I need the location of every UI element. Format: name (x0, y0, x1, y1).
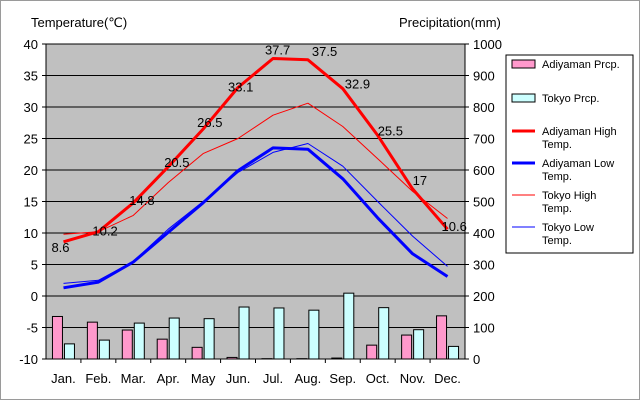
bar-adiyaman-prcp (87, 322, 97, 359)
left-tick-label: 15 (24, 195, 38, 210)
left-tick-label: 35 (24, 69, 38, 84)
legend-label: Tokyo Low (542, 222, 594, 234)
legend-label: Adiyaman Low (542, 158, 614, 170)
x-tick-label: Nov. (400, 371, 426, 386)
left-tick-label: -5 (26, 321, 38, 336)
legend-label: Temp. (542, 139, 572, 151)
right-tick-label: 800 (473, 100, 495, 115)
data-label-adiyaman-high: 10.2 (92, 224, 117, 239)
bar-adiyaman-prcp (122, 330, 132, 359)
data-label-adiyaman-high: 37.7 (265, 42, 290, 57)
bar-adiyaman-prcp (157, 339, 167, 359)
data-label-adiyaman-high: 33.1 (228, 79, 253, 94)
bar-adiyaman-prcp (402, 335, 412, 359)
bar-tokyo-prcp (169, 318, 179, 359)
x-tick-label: Apr. (157, 371, 180, 386)
legend-label: Temp. (542, 203, 572, 215)
data-label-adiyaman-high: 25.5 (378, 123, 403, 138)
bar-adiyaman-prcp (367, 345, 377, 359)
left-tick-label: -10 (19, 352, 38, 367)
left-tick-label: 30 (24, 100, 38, 115)
data-label-adiyaman-high: 20.5 (164, 155, 189, 170)
right-tick-label: 300 (473, 258, 495, 273)
right-tick-label: 400 (473, 226, 495, 241)
data-label-adiyaman-high: 37.5 (312, 44, 337, 59)
legend-label: Temp. (542, 171, 572, 183)
left-tick-label: 10 (24, 226, 38, 241)
bar-adiyaman-prcp (192, 347, 202, 359)
bar-tokyo-prcp (204, 319, 214, 359)
bar-tokyo-prcp (379, 308, 389, 359)
x-tick-label: Feb. (85, 371, 111, 386)
data-label-adiyaman-high: 14.8 (129, 193, 154, 208)
data-label-adiyaman-high: 17 (413, 173, 427, 188)
right-tick-label: 0 (473, 352, 480, 367)
right-tick-label: 1000 (473, 37, 502, 52)
bar-tokyo-prcp (274, 308, 284, 359)
left-tick-label: 0 (31, 289, 38, 304)
bar-tokyo-prcp (309, 310, 319, 359)
left-tick-label: 20 (24, 163, 38, 178)
bar-tokyo-prcp (414, 330, 424, 359)
bar-tokyo-prcp (449, 346, 459, 359)
legend-label: Tokyo Prcp. (542, 93, 599, 105)
data-label-adiyaman-high: 8.6 (51, 240, 69, 255)
data-label-adiyaman-high: 26.5 (197, 115, 222, 130)
bar-tokyo-prcp (134, 323, 144, 359)
bar-tokyo-prcp (64, 344, 74, 359)
data-label-adiyaman-high: 10.6 (442, 219, 467, 234)
x-tick-label: Aug. (295, 371, 322, 386)
right-axis-ticks: 0 100 200 300 400 500 600 700 800 900 1000 (465, 37, 502, 367)
legend-swatch (512, 94, 535, 102)
legend-label: Adiyaman High (542, 126, 617, 138)
legend: Adiyaman Prcp.Tokyo Prcp.Adiyaman HighTe… (506, 55, 633, 253)
right-tick-label: 600 (473, 163, 495, 178)
legend-label: Tokyo High (542, 190, 596, 202)
right-tick-label: 700 (473, 132, 495, 147)
data-label-adiyaman-high: 32.9 (345, 77, 370, 92)
right-tick-label: 900 (473, 69, 495, 84)
legend-label: Temp. (542, 235, 572, 247)
bar-tokyo-prcp (99, 340, 109, 359)
bar-adiyaman-prcp (52, 316, 62, 359)
right-tick-label: 200 (473, 289, 495, 304)
bar-adiyaman-prcp (437, 316, 447, 359)
left-tick-label: 25 (24, 132, 38, 147)
x-tick-label: May (191, 371, 216, 386)
legend-swatch (512, 60, 535, 68)
x-tick-label: Sep. (329, 371, 356, 386)
left-tick-label: 40 (24, 37, 38, 52)
x-tick-label: Jun. (226, 371, 251, 386)
right-tick-label: 100 (473, 321, 495, 336)
bar-tokyo-prcp (239, 307, 249, 359)
x-tick-label: Jan. (51, 371, 76, 386)
x-tick-label: Mar. (121, 371, 146, 386)
x-tick-label: Dec. (434, 371, 461, 386)
left-tick-label: 5 (31, 258, 38, 273)
x-axis-ticks: Jan. Feb. Mar. Apr. May Jun. Jul. Aug. Sep. Oct. N… (51, 359, 461, 386)
x-tick-label: Jul. (263, 371, 283, 386)
x-tick-label: Oct. (366, 371, 390, 386)
right-tick-label: 500 (473, 195, 495, 210)
bar-tokyo-prcp (344, 293, 354, 359)
left-axis-ticks: -10 -5 0 5 10 15 20 25 30 35 40 (19, 37, 46, 367)
right-axis-title: Precipitation(mm) (399, 15, 501, 30)
legend-label: Adiyaman Prcp. (542, 59, 620, 71)
bar-adiyaman-prcp (332, 358, 342, 359)
left-axis-title: Temperature(℃) (31, 15, 127, 30)
bar-adiyaman-prcp (227, 357, 237, 359)
